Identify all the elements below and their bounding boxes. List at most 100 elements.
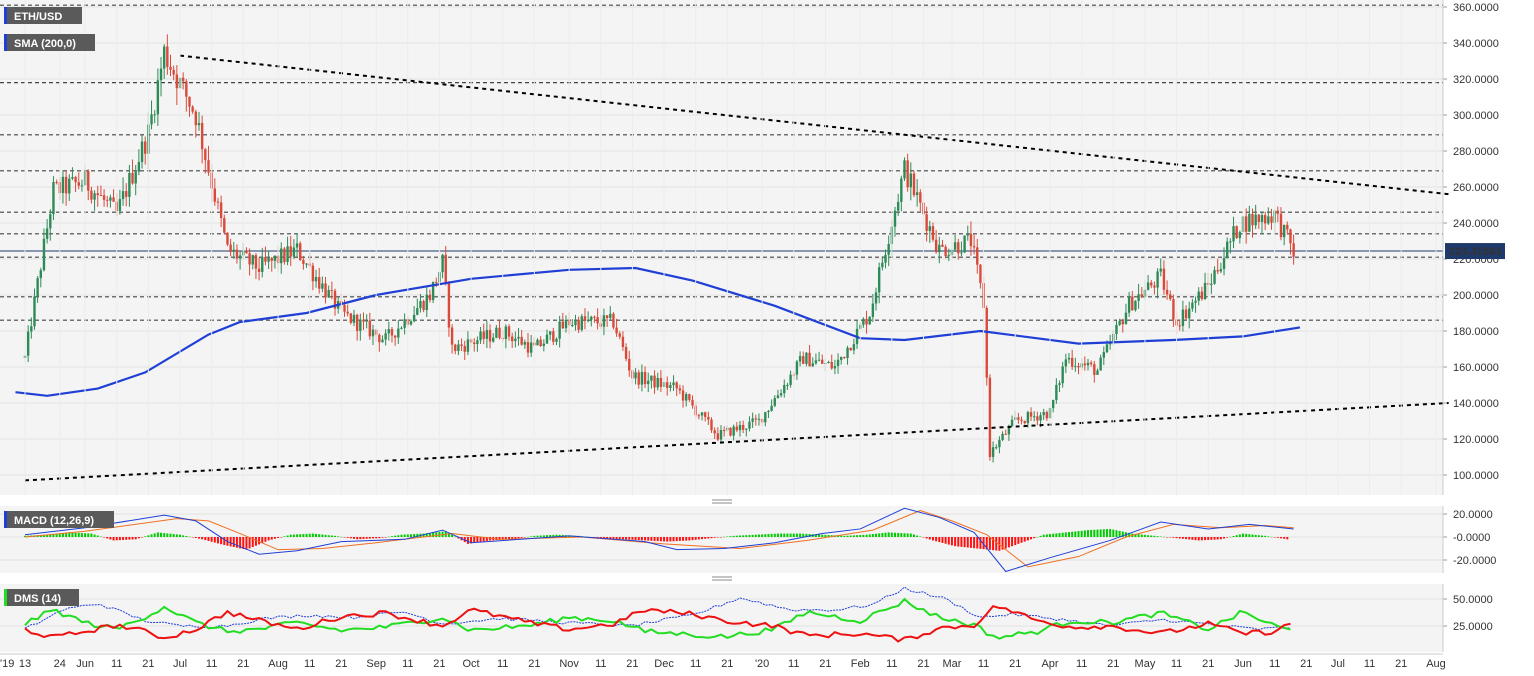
macd-histogram-bar — [634, 537, 637, 540]
candle-body — [26, 331, 30, 356]
candle-body — [368, 320, 372, 337]
macd-histogram-bar — [109, 537, 112, 540]
macd-histogram-bar — [1264, 535, 1267, 537]
macd-histogram-bar — [387, 536, 390, 538]
candle-body — [605, 315, 609, 318]
macd-histogram-bar — [1238, 534, 1241, 537]
macd-histogram-bar — [539, 535, 542, 537]
candle-body — [808, 352, 811, 367]
candle-body — [1184, 309, 1188, 319]
candle-body — [539, 339, 542, 347]
macd-histogram-bar — [1115, 530, 1118, 537]
candle-body — [1051, 399, 1055, 409]
candle-body — [884, 254, 887, 263]
candle-body — [273, 255, 277, 261]
macd-histogram-bar — [1096, 529, 1099, 537]
candle-body — [330, 290, 334, 292]
candle-body — [1099, 357, 1102, 371]
macd-histogram-bar — [802, 533, 805, 537]
macd-histogram-bar — [1223, 537, 1226, 539]
macd-histogram-bar — [824, 534, 827, 537]
candle-body — [207, 160, 210, 173]
candle-body — [463, 346, 466, 352]
candle-body — [656, 377, 659, 388]
sma-line — [15, 266, 1301, 397]
candle-body — [102, 195, 106, 200]
x-tick-label: 13 — [19, 658, 31, 670]
candle-body — [359, 319, 362, 331]
candle-body — [52, 181, 55, 215]
price-tick-label: 180.0000 — [1453, 326, 1499, 338]
candle-body — [868, 316, 871, 325]
candle-body — [365, 320, 368, 322]
macd-histogram-bar — [438, 531, 441, 537]
macd-histogram-bar — [875, 533, 878, 537]
macd-histogram-bar — [65, 532, 68, 537]
macd-histogram-bar — [1039, 535, 1042, 537]
candle-body — [719, 430, 723, 440]
x-tick-label: '20 — [755, 658, 769, 670]
candle-body — [722, 430, 726, 432]
candle-body — [925, 214, 928, 231]
candle-body — [865, 318, 868, 325]
macd-histogram-bar — [517, 537, 520, 539]
candle-body — [1083, 363, 1087, 366]
candle-body — [498, 327, 501, 338]
macd-histogram-bar — [201, 537, 204, 540]
candle-body — [517, 336, 520, 339]
macd-histogram-bar — [1071, 531, 1074, 537]
macd-histogram-bar — [938, 537, 941, 543]
x-tick-label: 21 — [1395, 658, 1407, 670]
dmi-label-text: DMS (14) — [14, 593, 61, 605]
panel-resize-handle-1[interactable] — [712, 499, 732, 504]
macd-histogram-bar — [179, 534, 182, 537]
candle-body — [1036, 416, 1039, 421]
candle-body — [691, 399, 694, 406]
macd-histogram-bar — [508, 537, 511, 540]
candle-body — [1115, 324, 1118, 335]
candle-body — [770, 405, 773, 411]
candle-body — [871, 303, 875, 317]
macd-histogram-bar — [74, 532, 77, 537]
candle-body — [1137, 294, 1140, 301]
x-axis: '19 13 24 Jun 11 21 Jul 11 21 Aug 11 21 Sep 11 21 Oct 11… — [0, 658, 1446, 670]
candle-body — [643, 371, 647, 385]
x-tick-label: Aug — [268, 658, 288, 670]
candle-body — [1244, 216, 1248, 232]
candle-body — [343, 304, 346, 312]
candle-body — [1263, 215, 1267, 224]
macd-histogram-bar — [327, 535, 330, 537]
macd-histogram-bar — [979, 537, 982, 549]
macd-histogram-bar — [1185, 537, 1188, 540]
candle-body — [435, 281, 438, 283]
candle-body — [492, 337, 495, 342]
macd-histogram-bar — [837, 535, 840, 537]
macd-histogram-bar — [1232, 536, 1235, 537]
candle-body — [39, 270, 43, 279]
macd-histogram-bar — [194, 537, 197, 538]
x-tick-label: Jul — [1331, 658, 1345, 670]
x-tick-label: 11 — [1364, 658, 1375, 670]
candle-body — [1225, 241, 1229, 259]
macd-histogram-bar — [1270, 536, 1273, 538]
macd-histogram-bar — [390, 536, 393, 537]
macd-histogram-bar — [998, 537, 1001, 551]
candle-body — [466, 339, 470, 352]
macd-histogram-bar — [894, 532, 897, 537]
macd-histogram-bar — [466, 537, 469, 544]
macd-histogram-bar — [1080, 530, 1083, 537]
candle-body — [1165, 289, 1169, 295]
x-tick-label: 21 — [1107, 658, 1119, 670]
candle-body — [387, 329, 391, 334]
x-tick-label: May — [1135, 658, 1156, 670]
x-tick-label: 21 — [433, 658, 445, 670]
panel-resize-handle-2[interactable] — [712, 576, 732, 581]
macd-histogram-bar — [58, 533, 61, 537]
candle-body — [422, 301, 425, 311]
candle-body — [1153, 285, 1156, 288]
macd-histogram-bar — [1137, 534, 1140, 537]
candle-body — [181, 77, 185, 82]
macd-histogram-bar — [650, 537, 653, 541]
x-tick-label: 11 — [1076, 658, 1087, 670]
macd-histogram-bar — [1014, 537, 1017, 546]
